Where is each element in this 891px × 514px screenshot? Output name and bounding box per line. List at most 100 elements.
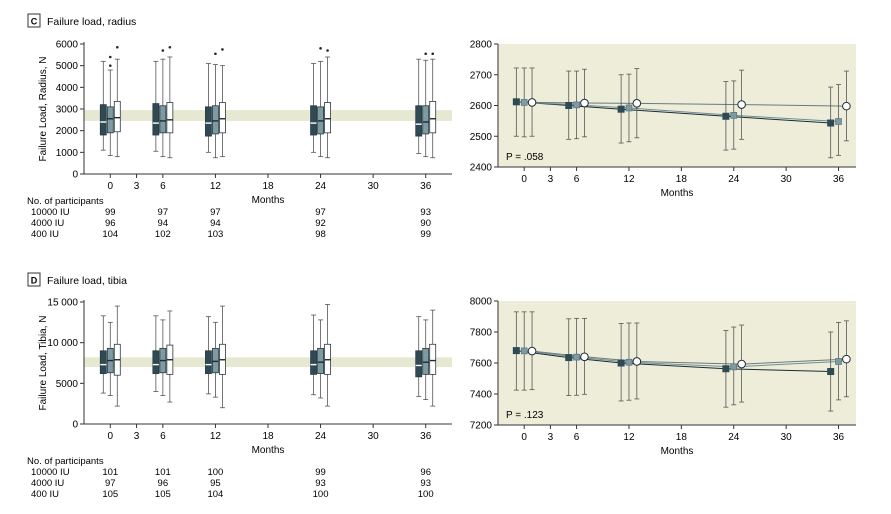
x-tick-label: 3 bbox=[548, 174, 554, 185]
participants-table-d: No. of participants 10000 IU 101 101 100 99 9… bbox=[27, 456, 457, 508]
data-point bbox=[722, 112, 730, 120]
participants-count: 93 bbox=[420, 478, 431, 489]
x-tick-label: 0 bbox=[521, 174, 527, 185]
panel-c-header: C Failure load, radius bbox=[27, 12, 247, 35]
x-tick-label: 6 bbox=[574, 174, 580, 185]
x-tick-label: 6 bbox=[160, 431, 166, 442]
reference-band bbox=[84, 357, 452, 368]
x-tick-label: 24 bbox=[728, 432, 740, 443]
participants-count: 103 bbox=[207, 229, 224, 240]
y-tick-label: 2700 bbox=[470, 70, 493, 81]
panel-letter: D bbox=[31, 276, 38, 286]
y-tick-label: 7800 bbox=[470, 328, 493, 339]
participants-count: 96 bbox=[420, 467, 431, 478]
box-iqr bbox=[99, 104, 107, 136]
x-axis-label: Months bbox=[661, 188, 694, 199]
y-tick-label: 2600 bbox=[470, 101, 493, 112]
y-tick-label: 0 bbox=[72, 420, 78, 431]
box-iqr bbox=[166, 102, 174, 134]
p-value-label: P = .123 bbox=[506, 410, 544, 421]
participants-count: 97 bbox=[315, 207, 326, 218]
data-point bbox=[632, 99, 642, 108]
box-outlier bbox=[108, 55, 112, 59]
participants-row-label: 10000 IU bbox=[31, 207, 70, 218]
box-outlier bbox=[424, 52, 428, 56]
box-iqr bbox=[205, 350, 212, 374]
participants-count: 99 bbox=[420, 229, 431, 240]
box-iqr bbox=[310, 105, 317, 136]
x-tick-label: 30 bbox=[781, 432, 793, 443]
x-tick-label: 24 bbox=[315, 431, 327, 442]
x-tick-label: 6 bbox=[574, 432, 580, 443]
data-point bbox=[842, 354, 851, 364]
x-tick-label: 12 bbox=[623, 432, 635, 443]
panel-letter: C bbox=[31, 17, 38, 27]
participants-count: 105 bbox=[154, 489, 171, 500]
box-iqr bbox=[324, 102, 331, 134]
box-iqr bbox=[106, 106, 114, 134]
data-point bbox=[520, 99, 528, 106]
participants-count: 100 bbox=[312, 489, 329, 500]
data-point bbox=[632, 357, 642, 366]
y-tick-label: 2500 bbox=[470, 132, 493, 143]
participants-count: 92 bbox=[315, 218, 326, 229]
participants-count: 97 bbox=[157, 207, 169, 218]
y-tick-label: 8000 bbox=[470, 297, 493, 308]
y-tick-label: 5000 bbox=[56, 379, 79, 390]
x-tick-label: 24 bbox=[728, 174, 740, 185]
x-tick-label: 18 bbox=[262, 431, 274, 442]
data-point bbox=[580, 352, 589, 362]
box-iqr bbox=[429, 101, 437, 134]
data-point bbox=[573, 353, 580, 361]
participants-count: 100 bbox=[417, 489, 434, 500]
participants-row-label: 10000 IU bbox=[31, 467, 70, 478]
x-tick-label: 30 bbox=[368, 181, 380, 192]
participants-count: 101 bbox=[102, 467, 119, 478]
plot-background bbox=[498, 301, 856, 425]
y-tick-label: 1000 bbox=[56, 148, 79, 159]
x-tick-label: 30 bbox=[781, 174, 793, 185]
data-point bbox=[625, 104, 633, 112]
box-iqr bbox=[422, 347, 430, 375]
box-iqr bbox=[415, 350, 423, 378]
data-point bbox=[527, 346, 537, 356]
data-point bbox=[842, 101, 851, 111]
data-point bbox=[573, 101, 580, 109]
participants-row-label: 4000 IU bbox=[31, 478, 65, 489]
participants-count: 93 bbox=[315, 478, 326, 489]
x-tick-label: 12 bbox=[210, 181, 222, 192]
y-tick-label: 7400 bbox=[470, 390, 493, 401]
x-axis-label: Months bbox=[252, 195, 285, 206]
x-tick-label: 18 bbox=[262, 181, 274, 192]
box-iqr bbox=[429, 343, 437, 375]
participants-count: 100 bbox=[207, 467, 224, 478]
x-axis-label: Months bbox=[252, 445, 285, 456]
x-tick-label: 24 bbox=[315, 181, 327, 192]
box-iqr bbox=[415, 105, 423, 137]
box-iqr bbox=[99, 350, 107, 374]
x-tick-label: 36 bbox=[420, 431, 432, 442]
data-point bbox=[835, 358, 842, 365]
data-point bbox=[722, 365, 730, 373]
box-outlier bbox=[326, 49, 329, 52]
panel-title: Failure load, tibia bbox=[47, 275, 127, 287]
y-tick-label: 4000 bbox=[56, 83, 79, 94]
y-tick-label: 10 000 bbox=[47, 338, 78, 349]
y-tick-label: 7600 bbox=[470, 359, 493, 370]
y-tick-label: 2400 bbox=[470, 163, 493, 174]
box-iqr bbox=[113, 101, 121, 133]
participants-count: 101 bbox=[154, 467, 171, 478]
y-axis-label: Failure Load, Tibia, N bbox=[38, 315, 49, 410]
participants-count: 99 bbox=[104, 207, 116, 218]
x-tick-label: 36 bbox=[833, 432, 845, 443]
y-tick-label: 6000 bbox=[56, 40, 79, 51]
box-iqr bbox=[219, 102, 226, 134]
data-point bbox=[580, 98, 589, 108]
data-point bbox=[730, 363, 738, 371]
x-tick-label: 3 bbox=[548, 432, 554, 443]
box-outlier bbox=[108, 64, 112, 67]
x-tick-label: 0 bbox=[108, 181, 114, 192]
participants-count: 104 bbox=[102, 229, 119, 240]
